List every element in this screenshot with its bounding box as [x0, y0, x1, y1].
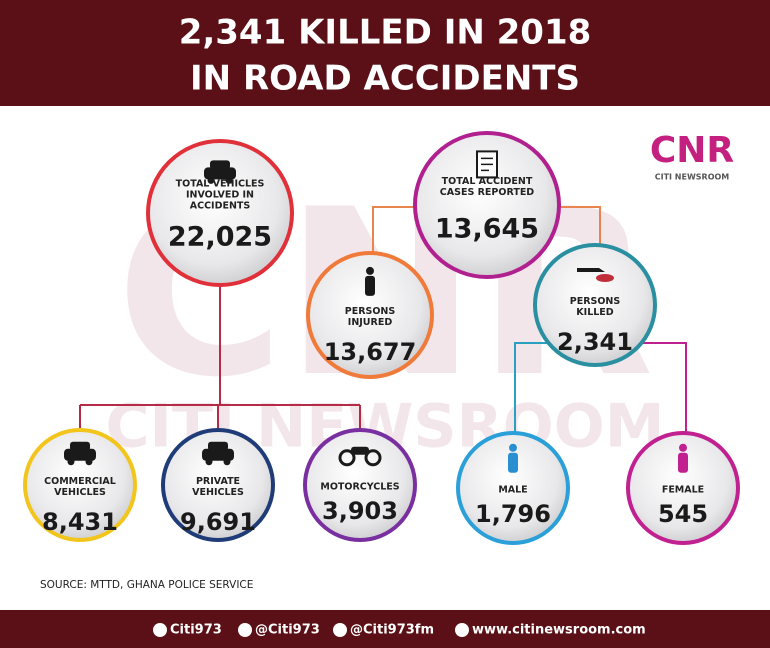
icon [351, 446, 369, 455]
icon [210, 160, 230, 170]
node: MOTORCYCLES 3,903 [303, 428, 417, 542]
node-circle [303, 428, 417, 542]
icon [365, 275, 375, 296]
node-label: ACCIDENTS [190, 201, 251, 212]
node-label: PERSONS [570, 296, 621, 307]
icon [364, 449, 382, 467]
node-label: KILLED [576, 307, 613, 318]
node-label: INJURED [348, 317, 393, 328]
header-band [0, 0, 770, 106]
node-value: 1,796 [475, 500, 551, 528]
node-label: FEMALE [662, 485, 704, 496]
node-label: COMMERCIAL [44, 476, 116, 487]
title-line: 2,341 KILLED IN 2018 [179, 13, 592, 53]
node-circle [456, 431, 570, 545]
node-label: PRIVATE [196, 476, 240, 487]
icon [338, 449, 356, 467]
icon [204, 167, 236, 180]
brand-name: CITI NEWSROOM [655, 173, 730, 182]
social-icon [455, 623, 469, 637]
source-note: SOURCE: MTTD, GHANA POLICE SERVICE [40, 579, 253, 591]
node-value: 9,691 [180, 508, 256, 536]
social-icon [153, 623, 167, 637]
icon [223, 458, 231, 466]
node-label: MALE [498, 485, 527, 496]
node-circle [413, 131, 561, 279]
connectors [79, 206, 687, 432]
node-label: CASES REPORTED [440, 187, 535, 198]
brand-logo: CNR [650, 130, 734, 171]
icon [67, 458, 75, 466]
icon [366, 266, 374, 275]
node-label: TOTAL ACCIDENT [442, 176, 533, 187]
footer-links: Citi973 @Citi973 @Citi973fm www.citinewsroo… [153, 623, 646, 638]
node-value: 22,025 [168, 222, 272, 253]
footer-band [0, 610, 770, 648]
title-line: IN ROAD ACCIDENTS [190, 59, 580, 99]
icon [678, 452, 688, 473]
icon [508, 452, 518, 473]
node-value: 545 [658, 500, 708, 528]
node-label: INVOLVED IN [186, 190, 254, 201]
node-circle [533, 243, 657, 367]
node-label: PERSONS [345, 306, 396, 317]
icon [679, 443, 687, 452]
node-label: VEHICLES [192, 487, 244, 498]
icon [577, 268, 605, 272]
connector [79, 285, 361, 432]
footer-link: @Citi973 [255, 623, 320, 638]
icon [509, 443, 517, 452]
icon [85, 458, 93, 466]
node: FEMALE 545 [626, 431, 740, 545]
node-value: 13,645 [435, 214, 539, 245]
node-circle [23, 428, 137, 542]
icon [208, 441, 228, 451]
node-label: VEHICLES [54, 487, 106, 498]
node-circle [306, 251, 434, 379]
node-value: 3,903 [322, 497, 398, 525]
icon [64, 448, 96, 461]
icon [596, 274, 614, 282]
social-icon [333, 623, 347, 637]
footer-link: www.citinewsroom.com [472, 623, 646, 638]
node-label: TOTAL VEHICLES [176, 179, 265, 190]
icon [481, 157, 493, 172]
social-icon [238, 623, 252, 637]
node-value: 13,677 [324, 338, 417, 366]
connector [643, 342, 687, 432]
icon [70, 441, 90, 451]
node-circle [161, 428, 275, 542]
icon [207, 176, 215, 184]
footer-link: @Citi973fm [350, 623, 434, 638]
connector [372, 206, 601, 255]
node: MALE 1,796 [456, 431, 570, 545]
node-label: MOTORCYCLES [320, 482, 399, 493]
icon [225, 176, 233, 184]
node-value: 8,431 [42, 508, 118, 536]
footer-link: Citi973 [170, 623, 222, 638]
node-circle [626, 431, 740, 545]
icon [205, 458, 213, 466]
node-value: 2,341 [557, 328, 633, 356]
icon [202, 448, 234, 461]
node-circle [146, 139, 294, 287]
